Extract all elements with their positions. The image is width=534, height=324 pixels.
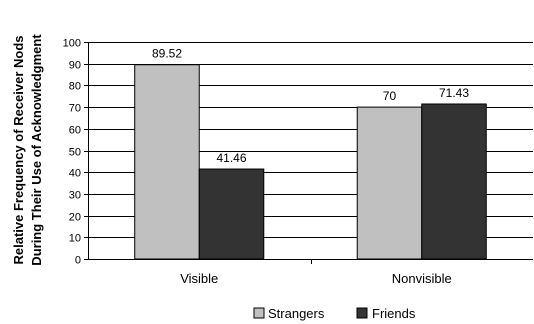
axes <box>88 42 533 264</box>
data-label: 71.43 <box>439 86 469 100</box>
y-tick-label: 90 <box>69 60 81 72</box>
y-axis-label: Relative Frequency of Receiver Nods Duri… <box>11 34 44 266</box>
bars <box>134 64 487 260</box>
y-tick-label: 80 <box>69 81 81 93</box>
data-labels: 89.52 41.46 70 71.43 <box>152 47 469 165</box>
legend-swatch-friends <box>356 307 368 319</box>
data-label: 70 <box>383 89 397 103</box>
y-tick-label: 0 <box>75 255 81 267</box>
legend-swatch-strangers <box>253 307 265 319</box>
y-axis-ticks: 0 10 20 30 40 50 60 70 80 90 100 <box>63 38 88 267</box>
legend-label-strangers: Strangers <box>268 306 325 321</box>
data-label: 89.52 <box>152 47 182 61</box>
y-tick-label: 60 <box>69 125 81 137</box>
y-tick-label: 20 <box>69 212 81 224</box>
legend-label-friends: Friends <box>372 306 416 321</box>
y-tick-label: 70 <box>69 103 81 115</box>
data-label: 41.46 <box>216 151 246 165</box>
bar-strangers-visible <box>134 64 200 260</box>
bar-friends-nonvisible <box>421 103 487 260</box>
legend: Strangers Friends <box>253 306 416 321</box>
bar-friends-visible <box>198 168 265 260</box>
x-category-label: Nonvisible <box>392 271 452 286</box>
y-tick-label: 10 <box>69 233 81 245</box>
y-axis-label-line-1: Relative Frequency of Receiver Nods <box>11 35 26 264</box>
y-tick-label: 40 <box>69 168 81 180</box>
bar-strangers-nonvisible <box>356 106 423 260</box>
x-axis-categories: Visible Nonvisible <box>180 271 452 286</box>
y-tick-label: 50 <box>69 147 81 159</box>
x-category-label: Visible <box>180 271 218 286</box>
y-tick-label: 100 <box>63 38 81 50</box>
y-axis-label-line-2: During Their Use of Acknowledgment <box>29 34 44 266</box>
y-tick-label: 30 <box>69 190 81 202</box>
